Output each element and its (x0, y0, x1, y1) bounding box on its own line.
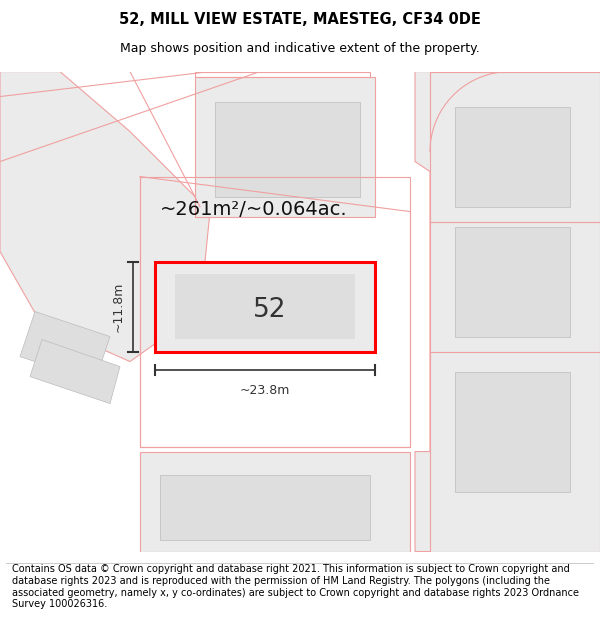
Polygon shape (30, 339, 120, 404)
Polygon shape (0, 71, 210, 361)
Text: ~23.8m: ~23.8m (240, 384, 290, 397)
Bar (455, 371, 570, 491)
Bar (455, 226, 570, 336)
Bar (155, 261, 375, 351)
Bar (175, 274, 355, 339)
Bar (195, 71, 370, 76)
Polygon shape (20, 311, 110, 381)
Text: 52, MILL VIEW ESTATE, MAESTEG, CF34 0DE: 52, MILL VIEW ESTATE, MAESTEG, CF34 0DE (119, 12, 481, 27)
Text: ~261m²/~0.064ac.: ~261m²/~0.064ac. (160, 200, 348, 219)
Bar (215, 101, 360, 196)
Bar (430, 71, 600, 551)
Bar (455, 106, 570, 206)
Polygon shape (415, 71, 600, 551)
Text: Contains OS data © Crown copyright and database right 2021. This information is : Contains OS data © Crown copyright and d… (12, 564, 579, 609)
Text: Map shows position and indicative extent of the property.: Map shows position and indicative extent… (120, 41, 480, 54)
Text: 52: 52 (253, 297, 286, 323)
Bar (140, 176, 410, 446)
Bar (195, 76, 375, 216)
Bar (160, 474, 370, 539)
Text: ~11.8m: ~11.8m (112, 281, 125, 332)
Bar (140, 451, 410, 551)
